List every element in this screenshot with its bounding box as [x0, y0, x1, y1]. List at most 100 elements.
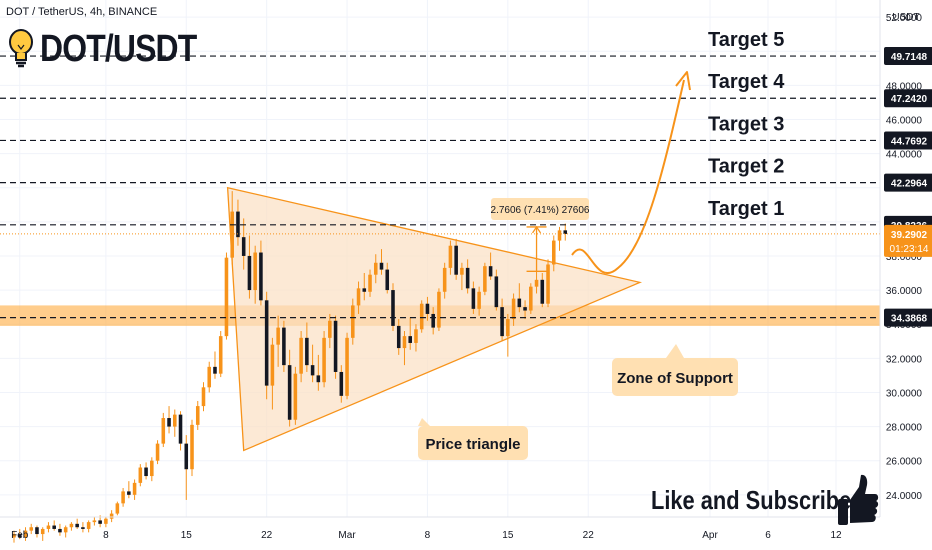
time-tick-label: 22 — [261, 530, 273, 541]
candles — [12, 191, 568, 543]
candle-body — [414, 329, 418, 343]
candle-body — [437, 291, 441, 328]
candle-body — [121, 491, 125, 504]
candle-body — [144, 467, 148, 477]
projection-arrowhead — [675, 71, 691, 91]
candle-body — [213, 366, 217, 374]
symbol-line: DOT / TetherUS, 4h, BINANCE — [6, 6, 158, 18]
callout-price-triangle-text: Price triangle — [425, 436, 520, 453]
candle-body — [253, 252, 257, 291]
candle-body — [138, 467, 143, 483]
candle-body — [373, 262, 378, 275]
price-tick-label: 24.0000 — [886, 491, 923, 502]
time-axis[interactable]: Feb 8 15 22 Mar 8 15 22 Apr 6 12 — [0, 516, 880, 541]
callout-zone-support — [612, 358, 738, 396]
time-tick-label: Mar — [338, 530, 356, 541]
candle-body — [29, 527, 34, 531]
candle-body — [534, 279, 539, 287]
candle-body — [442, 267, 447, 292]
candle-body — [465, 267, 470, 289]
candle-body — [563, 230, 568, 234]
time-tick-label: 8 — [425, 530, 431, 541]
candle-body — [92, 520, 97, 523]
annotations: 2.7606 (7.41%) 27606 Price triangle Zone o… — [418, 198, 738, 460]
time-tick-label: 12 — [830, 530, 842, 541]
candle-body — [396, 325, 401, 349]
candle-body — [23, 530, 28, 538]
candle-body — [17, 534, 22, 538]
candle-body — [86, 522, 91, 529]
like-subscribe-text: Like and Subscribe — [651, 484, 852, 515]
candle-body — [247, 255, 252, 291]
candle-body — [488, 266, 493, 277]
brand: DOT/USDT — [8, 26, 226, 72]
candle-body — [276, 327, 280, 345]
price-tick-label: 52.0000 — [886, 13, 923, 24]
price-tick-label: 26.0000 — [886, 457, 923, 468]
candle-body — [305, 337, 309, 366]
target-price-tag-text: 44.7692 — [891, 136, 928, 147]
like-subscribe[interactable]: Like and Subscribe — [651, 473, 879, 527]
price-tick-label: 46.0000 — [886, 115, 923, 126]
candle-body — [132, 482, 137, 495]
candle-body — [155, 443, 160, 461]
candle-body — [408, 336, 412, 343]
candle-body — [483, 266, 487, 292]
callout-price-triangle — [418, 426, 528, 460]
candle-body — [104, 518, 108, 524]
candle-body — [431, 313, 435, 328]
candle-body — [58, 528, 62, 533]
candle-body — [167, 418, 171, 427]
candle-body — [529, 286, 533, 311]
candle-body — [310, 365, 315, 376]
price-tick-label: 48.0000 — [886, 81, 923, 92]
current-price-tag — [884, 224, 932, 257]
measure-arrow — [532, 225, 542, 234]
callout-zone-support-text: Zone of Support — [617, 370, 733, 387]
candle-body — [195, 406, 200, 425]
candle-body — [184, 443, 189, 470]
candle-body — [477, 291, 481, 309]
target-label: Target 3 — [708, 113, 784, 135]
target-label: Target 1 — [708, 198, 784, 220]
price-tick-label: 32.0000 — [886, 354, 923, 365]
target-label: Target 2 — [708, 156, 784, 178]
candle-body — [402, 336, 407, 349]
candle-body — [287, 365, 292, 420]
projection-curve — [571, 79, 685, 275]
price-axis[interactable]: USDT52.000050.000048.000046.000044.00004… — [879, 0, 932, 550]
target-price-tag — [884, 131, 932, 150]
candle-body — [190, 424, 194, 470]
candle-body — [551, 240, 556, 265]
candle-body — [511, 298, 516, 320]
candle-body — [178, 414, 183, 444]
candle-body — [448, 245, 453, 268]
projection-path — [571, 71, 691, 275]
candle-body — [356, 288, 361, 306]
current-price-text: 39.2902 — [891, 230, 928, 241]
candle-body — [316, 375, 321, 383]
candle-body — [270, 344, 275, 386]
candle-body — [328, 320, 332, 338]
countdown-text: 01:23:14 — [890, 244, 929, 255]
candle-body — [98, 520, 102, 524]
candle-body — [173, 414, 177, 427]
candle-body — [81, 527, 85, 529]
candle-body — [391, 290, 395, 326]
candle-body — [63, 527, 68, 533]
time-tick-label: Feb — [11, 530, 29, 541]
candle-body — [201, 387, 206, 407]
candle-body — [40, 528, 45, 535]
target-price-tag — [884, 89, 932, 108]
candle-body — [46, 525, 51, 529]
callout-pointer — [418, 418, 430, 426]
brand-title: DOT/USDT — [40, 27, 197, 70]
time-tick-label: 6 — [765, 530, 771, 541]
candle-body — [293, 373, 298, 420]
target-lines: Target 1 Target 2 Target 3 Target 4 Target 5 — [0, 29, 880, 319]
candle-body — [385, 269, 390, 291]
candle-body — [69, 523, 74, 528]
candle-body — [454, 245, 458, 275]
target-label: Target 5 — [708, 29, 784, 51]
